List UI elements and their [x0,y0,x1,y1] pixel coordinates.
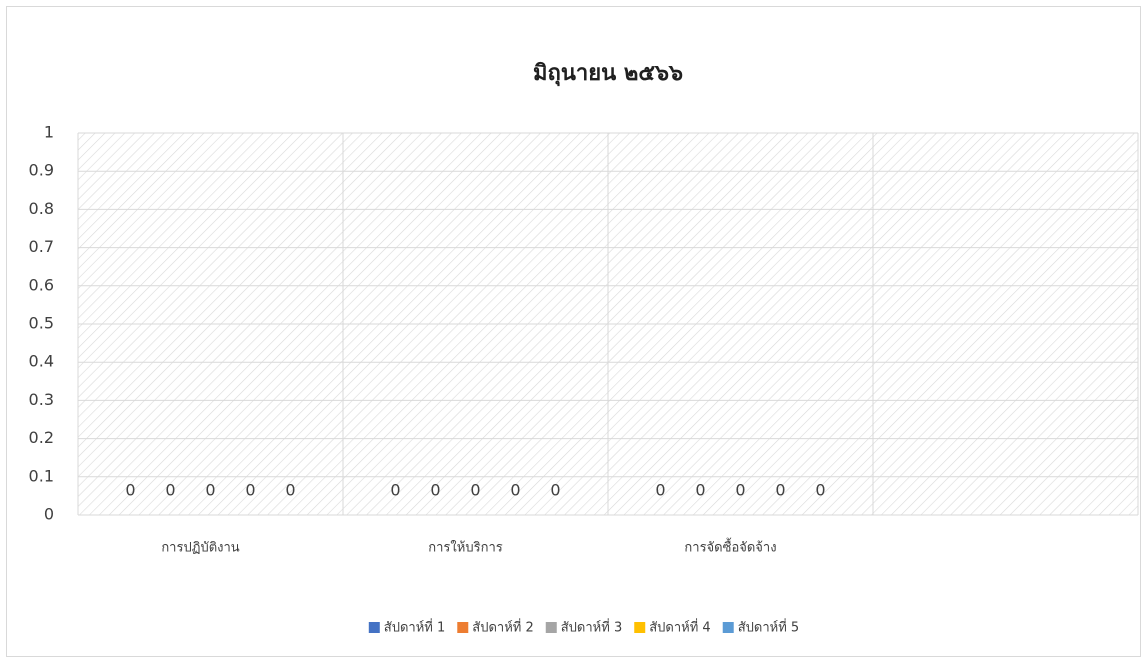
legend-label: สัปดาห์ที่ 3 [561,619,622,636]
legend-swatch [545,622,557,633]
legend-label: สัปดาห์ที่ 4 [649,619,710,636]
data-label: 0 [695,481,705,500]
legend-swatch [457,622,469,633]
data-label: 0 [510,481,520,500]
y-tick-label: 0.3 [29,390,54,409]
chart-title: มิถุนายน ๒๕๖๖ [533,61,683,87]
legend-label: สัปดาห์ที่ 2 [472,619,533,636]
data-label: 0 [815,481,825,500]
legend-swatch [722,622,734,633]
x-tick-label: การจัดซื้อจัดจ้าง [684,538,776,556]
data-label: 0 [245,481,255,500]
legend-label: สัปดาห์ที่ 1 [384,619,445,636]
x-tick-label: การปฏิบัติงาน [161,541,239,556]
y-tick-label: 0.1 [29,466,54,485]
y-tick-label: 0.7 [29,237,54,256]
y-tick-label: 0 [44,505,54,524]
x-tick-label: การให้บริการ [428,540,502,556]
data-label: 0 [125,481,135,500]
y-tick-label: 1 [44,123,54,142]
legend-label: สัปดาห์ที่ 5 [738,619,799,636]
y-tick-label: 0.8 [29,199,54,218]
data-label: 0 [165,481,175,500]
data-label: 0 [285,481,295,500]
data-label: 0 [205,481,215,500]
y-tick-label: 0.5 [29,314,54,333]
y-tick-label: 0.4 [29,352,54,371]
data-label: 0 [430,481,440,500]
y-tick-label: 0.2 [29,428,54,447]
data-label: 0 [735,481,745,500]
data-label: 0 [390,481,400,500]
legend-swatch [634,622,646,633]
data-label: 0 [655,481,665,500]
y-tick-label: 0.6 [29,275,54,294]
legend-swatch [368,622,380,633]
data-label: 0 [470,481,480,500]
data-label: 0 [550,481,560,500]
y-tick-label: 0.9 [29,161,54,180]
data-label: 0 [775,481,785,500]
